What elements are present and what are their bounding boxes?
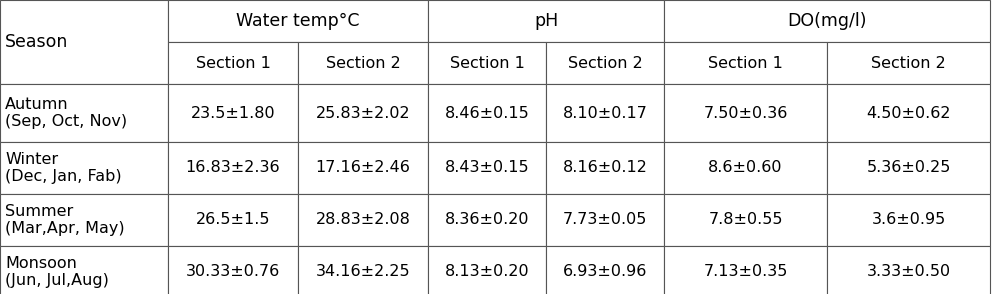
Text: 16.83±2.36: 16.83±2.36	[186, 161, 280, 176]
Text: Summer
(Mar,Apr, May): Summer (Mar,Apr, May)	[5, 204, 124, 236]
Bar	[0, 246, 168, 294]
Bar	[428, 142, 546, 194]
Bar	[168, 84, 298, 142]
Text: Section 2: Section 2	[326, 56, 401, 71]
Text: Monsoon
(Jun, Jul,Aug): Monsoon (Jun, Jul,Aug)	[5, 256, 109, 288]
Text: 8.43±0.15: 8.43±0.15	[444, 161, 530, 176]
Text: Section 2: Section 2	[871, 56, 946, 71]
Text: 5.36±0.25: 5.36±0.25	[867, 161, 950, 176]
Bar	[0, 84, 168, 142]
Text: 8.16±0.12: 8.16±0.12	[563, 161, 647, 176]
Text: Season: Season	[5, 33, 69, 51]
Bar	[168, 246, 298, 294]
Bar	[298, 142, 428, 194]
Text: 8.10±0.17: 8.10±0.17	[563, 106, 647, 121]
Bar	[0, 194, 168, 246]
Text: 7.50±0.36: 7.50±0.36	[704, 106, 787, 121]
Text: Water temp°C: Water temp°C	[237, 12, 360, 30]
Bar	[168, 0, 428, 42]
Bar	[546, 42, 664, 84]
Text: 7.73±0.05: 7.73±0.05	[563, 213, 647, 228]
Bar	[428, 246, 546, 294]
Bar	[0, 0, 168, 84]
Text: 7.13±0.35: 7.13±0.35	[704, 265, 787, 280]
Text: 17.16±2.46: 17.16±2.46	[315, 161, 411, 176]
Text: 8.6±0.60: 8.6±0.60	[709, 161, 782, 176]
Bar	[428, 84, 546, 142]
Bar	[428, 0, 664, 42]
Text: 3.6±0.95: 3.6±0.95	[872, 213, 945, 228]
Bar	[827, 42, 990, 84]
Bar	[546, 246, 664, 294]
Bar	[827, 84, 990, 142]
Text: 8.36±0.20: 8.36±0.20	[444, 213, 529, 228]
Text: Section 1: Section 1	[708, 56, 783, 71]
Text: 8.46±0.15: 8.46±0.15	[444, 106, 530, 121]
Bar	[664, 0, 990, 42]
Bar	[168, 142, 298, 194]
Bar	[298, 194, 428, 246]
Text: 7.8±0.55: 7.8±0.55	[709, 213, 782, 228]
Text: 4.50±0.62: 4.50±0.62	[866, 106, 950, 121]
Bar	[298, 84, 428, 142]
Text: 28.83±2.08: 28.83±2.08	[315, 213, 411, 228]
Bar	[827, 194, 990, 246]
Text: DO(mg/l): DO(mg/l)	[787, 12, 867, 30]
Text: 6.93±0.96: 6.93±0.96	[563, 265, 647, 280]
Text: 8.13±0.20: 8.13±0.20	[444, 265, 530, 280]
Text: Section 1: Section 1	[449, 56, 525, 71]
Bar	[664, 246, 827, 294]
Bar	[298, 246, 428, 294]
Text: Section 2: Section 2	[568, 56, 642, 71]
Bar	[168, 194, 298, 246]
Text: Section 1: Section 1	[196, 56, 270, 71]
Bar	[664, 194, 827, 246]
Bar	[827, 246, 990, 294]
Bar	[298, 42, 428, 84]
Bar	[546, 142, 664, 194]
Bar	[664, 84, 827, 142]
Text: 23.5±1.80: 23.5±1.80	[191, 106, 275, 121]
Text: 3.33±0.50: 3.33±0.50	[867, 265, 950, 280]
Text: Autumn
(Sep, Oct, Nov): Autumn (Sep, Oct, Nov)	[5, 97, 127, 129]
Text: pH: pH	[534, 12, 558, 30]
Text: 30.33±0.76: 30.33±0.76	[186, 265, 280, 280]
Bar	[827, 142, 990, 194]
Bar	[664, 142, 827, 194]
Bar	[664, 42, 827, 84]
Text: Winter
(Dec, Jan, Fab): Winter (Dec, Jan, Fab)	[5, 152, 121, 184]
Bar	[546, 84, 664, 142]
Text: 34.16±2.25: 34.16±2.25	[316, 265, 411, 280]
Bar	[428, 42, 546, 84]
Text: 26.5±1.5: 26.5±1.5	[196, 213, 270, 228]
Text: 25.83±2.02: 25.83±2.02	[316, 106, 411, 121]
Bar	[428, 194, 546, 246]
Bar	[546, 194, 664, 246]
Bar	[168, 42, 298, 84]
Bar	[0, 142, 168, 194]
